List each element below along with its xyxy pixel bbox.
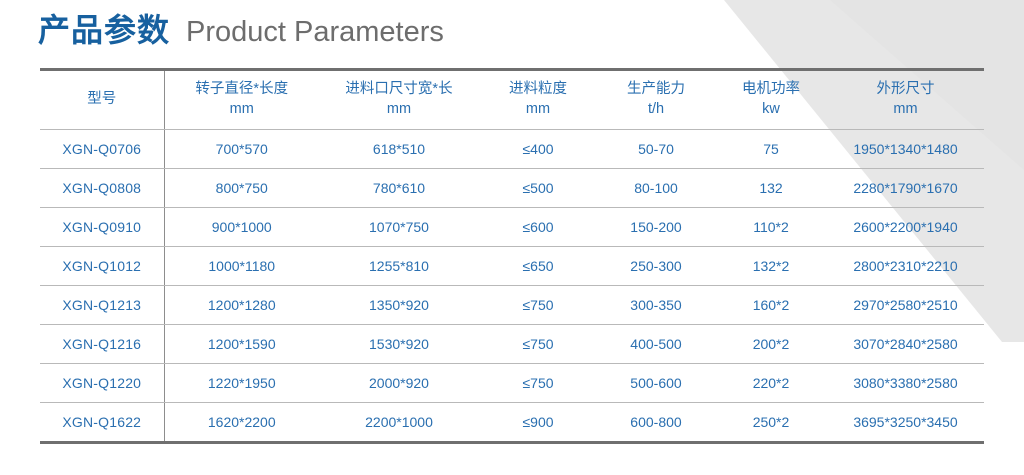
cell-capacity: 500-600 xyxy=(597,363,715,403)
page-title: 产品参数 Product Parameters xyxy=(38,14,444,47)
table-header-row: 型号 转子直径*长度 mm 进料口尺寸宽*长 mm 进料粒度 mm xyxy=(40,69,984,130)
cell-motor-power: 220*2 xyxy=(715,363,827,403)
cell-model: XGN-Q1012 xyxy=(40,246,165,286)
column-header-rotor-size-unit: mm xyxy=(229,101,254,117)
cell-feed-size: ≤400 xyxy=(479,129,597,169)
cell-motor-power: 132 xyxy=(715,168,827,208)
cell-rotor-size: 700*570 xyxy=(164,129,319,169)
cell-rotor-size: 1200*1590 xyxy=(164,324,319,364)
cell-overall-dimensions: 3080*3380*2580 xyxy=(827,363,984,403)
column-header-capacity: 生产能力 t/h xyxy=(597,69,715,130)
cell-motor-power: 132*2 xyxy=(715,246,827,286)
cell-overall-dimensions: 2970*2580*2510 xyxy=(827,285,984,325)
table-row: XGN-Q1220 1220*1950 2000*920 ≤750 500-600 220… xyxy=(40,363,984,403)
cell-rotor-size: 1200*1280 xyxy=(164,285,319,325)
column-header-feed-opening: 进料口尺寸宽*长 mm xyxy=(319,69,479,130)
column-header-rotor-size-label: 转子直径*长度 xyxy=(195,81,289,98)
table-body: XGN-Q0706 700*570 618*510 ≤400 50-70 75 1950*1… xyxy=(40,129,984,443)
cell-model: XGN-Q1622 xyxy=(40,402,165,443)
column-header-feed-size-unit: mm xyxy=(525,101,551,117)
cell-feed-opening: 2000*920 xyxy=(319,363,479,403)
column-header-overall-dimensions: 外形尺寸 mm xyxy=(827,69,984,130)
cell-overall-dimensions: 3695*3250*3450 xyxy=(853,414,958,430)
cell-motor-power: 160*2 xyxy=(715,285,827,325)
column-header-feed-size-label: 进料粒度 xyxy=(509,81,567,98)
column-header-model-label: 型号 xyxy=(87,91,117,108)
cell-feed-opening: 1255*810 xyxy=(319,246,479,286)
product-parameters-table: 型号 转子直径*长度 mm 进料口尺寸宽*长 mm 进料粒度 mm xyxy=(40,68,984,444)
table-row: XGN-Q1012 1000*1180 1255*810 ≤650 250-300 132… xyxy=(40,246,984,286)
column-header-motor-power: 电机功率 kw xyxy=(715,69,827,130)
cell-rotor-size: 1000*1180 xyxy=(164,246,319,286)
cell-model: XGN-Q1213 xyxy=(40,285,165,325)
cell-capacity: 600-800 xyxy=(630,414,682,430)
cell-overall-dimensions: 2800*2310*2210 xyxy=(827,246,984,286)
cell-rotor-size: 900*1000 xyxy=(164,207,319,247)
cell-rotor-size: 800*750 xyxy=(164,168,319,208)
cell-motor-power: 75 xyxy=(715,129,827,169)
table-row: XGN-Q0808 800*750 780*610 ≤500 80-100 132 2280… xyxy=(40,168,984,208)
table-row: XGN-Q1216 1200*1590 1530*920 ≤750 400-500 200… xyxy=(40,324,984,364)
cell-capacity: 50-70 xyxy=(597,129,715,169)
column-header-capacity-unit: t/h xyxy=(647,101,665,117)
table-row: XGN-Q0910 900*1000 1070*750 ≤600 150-200 110*… xyxy=(40,207,984,247)
cell-feed-opening: 618*510 xyxy=(319,129,479,169)
cell-feed-opening: 2200*1000 xyxy=(365,414,433,430)
table-row: XGN-Q1622 1620*2200 2200*1000 ≤900 600-800 25… xyxy=(40,402,984,443)
cell-capacity: 250-300 xyxy=(597,246,715,286)
cell-feed-size: ≤600 xyxy=(479,207,597,247)
cell-capacity: 300-350 xyxy=(597,285,715,325)
column-header-motor-power-unit: kw xyxy=(762,101,780,117)
column-header-feed-size: 进料粒度 mm xyxy=(479,69,597,130)
column-header-overall-dimensions-unit: mm xyxy=(893,101,918,117)
cell-feed-size: ≤750 xyxy=(479,363,597,403)
cell-rotor-size: 1620*2200 xyxy=(207,414,276,430)
cell-motor-power: 200*2 xyxy=(715,324,827,364)
cell-capacity: 80-100 xyxy=(597,168,715,208)
cell-overall-dimensions: 2600*2200*1940 xyxy=(827,207,984,247)
cell-overall-dimensions: 3070*2840*2580 xyxy=(827,324,984,364)
column-header-capacity-label: 生产能力 xyxy=(627,81,685,98)
column-header-overall-dimensions-label: 外形尺寸 xyxy=(876,81,935,98)
cell-feed-size: ≤900 xyxy=(522,414,554,430)
column-header-feed-opening-label: 进料口尺寸宽*长 xyxy=(345,81,453,98)
table-row: XGN-Q1213 1200*1280 1350*920 ≤750 300-350 160… xyxy=(40,285,984,325)
column-header-rotor-size: 转子直径*长度 mm xyxy=(164,69,319,130)
cell-motor-power: 110*2 xyxy=(715,207,827,247)
cell-feed-opening: 1530*920 xyxy=(319,324,479,364)
cell-capacity: 150-200 xyxy=(597,207,715,247)
cell-feed-opening: 1070*750 xyxy=(319,207,479,247)
cell-model: XGN-Q0808 xyxy=(40,168,165,208)
cell-model: XGN-Q0910 xyxy=(40,207,165,247)
page-title-english: Product Parameters xyxy=(186,16,444,48)
cell-feed-size: ≤650 xyxy=(479,246,597,286)
cell-feed-size: ≤750 xyxy=(479,324,597,364)
table-header: 型号 转子直径*长度 mm 进料口尺寸宽*长 mm 进料粒度 mm xyxy=(40,69,984,130)
cell-model: XGN-Q1216 xyxy=(40,324,165,364)
cell-capacity: 400-500 xyxy=(597,324,715,364)
parameters-table-container: 型号 转子直径*长度 mm 进料口尺寸宽*长 mm 进料粒度 mm xyxy=(40,68,984,444)
cell-rotor-size: 1220*1950 xyxy=(164,363,319,403)
cell-model: XGN-Q0706 xyxy=(40,129,165,169)
cell-feed-size: ≤500 xyxy=(479,168,597,208)
cell-feed-opening: 780*610 xyxy=(319,168,479,208)
column-header-model: 型号 xyxy=(40,69,165,130)
cell-feed-size: ≤750 xyxy=(479,285,597,325)
page-title-chinese: 产品参数 xyxy=(38,12,171,48)
cell-overall-dimensions: 1950*1340*1480 xyxy=(827,129,984,169)
cell-model: XGN-Q1220 xyxy=(40,363,165,403)
cell-overall-dimensions: 2280*1790*1670 xyxy=(827,168,984,208)
table-row: XGN-Q0706 700*570 618*510 ≤400 50-70 75 1950*1… xyxy=(40,129,984,169)
column-header-motor-power-label: 电机功率 xyxy=(742,81,800,98)
column-header-feed-opening-unit: mm xyxy=(386,101,412,117)
cell-motor-power: 250*2 xyxy=(752,414,790,430)
cell-feed-opening: 1350*920 xyxy=(319,285,479,325)
